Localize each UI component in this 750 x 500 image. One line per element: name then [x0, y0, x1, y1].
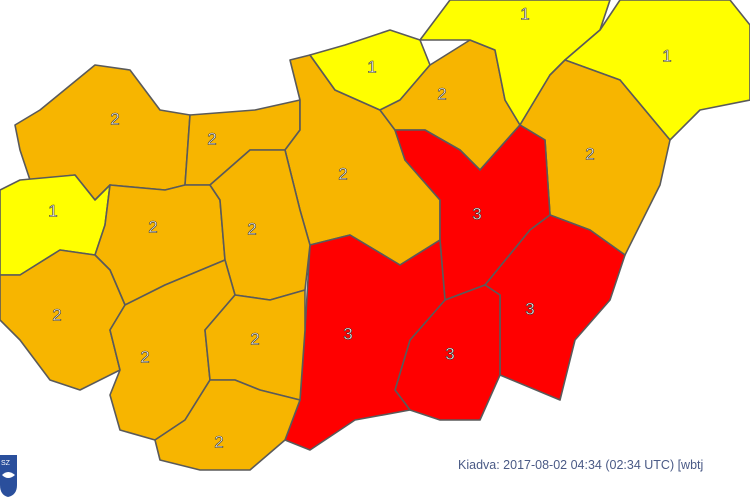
svg-text:SZ: SZ — [1, 460, 11, 467]
county-bekes[interactable] — [484, 214, 626, 401]
warning-level-label: 2 — [338, 164, 347, 183]
issued-timestamp: Kiadva: 2017-08-02 04:34 (02:34 UTC) [wb… — [458, 458, 704, 472]
warning-level-label: 1 — [48, 201, 57, 220]
warning-level-label: 2 — [585, 144, 594, 163]
warning-level-label: 2 — [250, 329, 259, 348]
warning-level-label: 3 — [472, 204, 481, 223]
warning-level-label: 1 — [520, 4, 529, 23]
warning-level-label: 2 — [214, 432, 223, 451]
warning-level-label: 2 — [247, 219, 256, 238]
warning-level-label: 2 — [437, 84, 446, 103]
warning-level-label: 3 — [445, 344, 454, 363]
warning-level-label: 3 — [343, 324, 352, 343]
warning-level-label: 2 — [148, 217, 157, 236]
warning-level-label: 2 — [140, 347, 149, 366]
warning-level-label: 2 — [207, 129, 216, 148]
warning-level-label: 3 — [525, 299, 534, 318]
warning-level-label: 2 — [110, 109, 119, 128]
omsz-logo: SZ — [0, 455, 17, 497]
county-baranya[interactable] — [154, 379, 301, 471]
warning-level-label: 2 — [52, 305, 61, 324]
warning-level-label: 1 — [367, 57, 376, 76]
warning-level-label: 1 — [662, 46, 671, 65]
